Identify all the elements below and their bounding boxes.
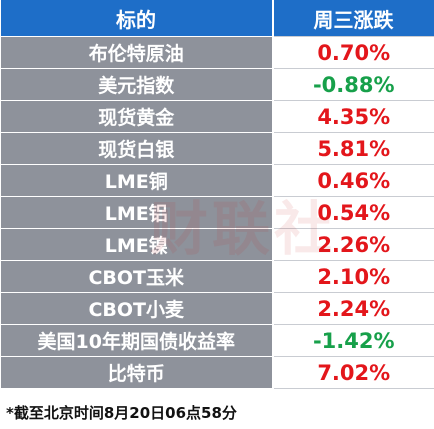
change-cell: 4.35% <box>272 100 434 133</box>
change-cell: 0.54% <box>272 196 434 229</box>
asset-cell: 比特币 <box>0 356 274 389</box>
asset-cell: LME镍 <box>0 228 274 261</box>
asset-cell: 布伦特原油 <box>0 36 274 69</box>
table-row: LME镍 2.26% <box>0 228 434 261</box>
change-cell: -1.42% <box>272 324 434 357</box>
table: 标的 周三涨跌 布伦特原油 0.70% 美元指数 -0.88% 现货黄金 4.35% 现货白… <box>0 0 434 389</box>
asset-cell: 美元指数 <box>0 68 274 101</box>
asset-cell: LME铜 <box>0 164 274 197</box>
change-cell: 5.81% <box>272 132 434 165</box>
table-row: CBOT小麦 2.24% <box>0 292 434 325</box>
change-cell: 2.26% <box>272 228 434 261</box>
asset-cell: LME铝 <box>0 196 274 229</box>
change-cell: 0.46% <box>272 164 434 197</box>
table-row: 比特币 7.02% <box>0 356 434 389</box>
table-row: LME铝 0.54% <box>0 196 434 229</box>
table-body: 布伦特原油 0.70% 美元指数 -0.88% 现货黄金 4.35% 现货白银 5.81% LM… <box>0 36 434 389</box>
table-row: 现货黄金 4.35% <box>0 100 434 133</box>
change-cell: 7.02% <box>272 356 434 389</box>
table-row: 布伦特原油 0.70% <box>0 36 434 69</box>
change-cell: -0.88% <box>272 68 434 101</box>
table-row: 现货白银 5.81% <box>0 132 434 165</box>
asset-cell: CBOT玉米 <box>0 260 274 293</box>
footnote: *截至北京时间8月20日06点58分 <box>6 404 237 422</box>
table-row: CBOT玉米 2.10% <box>0 260 434 293</box>
table-row: LME铜 0.46% <box>0 164 434 197</box>
change-cell: 2.10% <box>272 260 434 293</box>
change-cell: 0.70% <box>272 36 434 69</box>
header-cell: 周三涨跌 <box>272 0 434 37</box>
header-row: 标的 周三涨跌 <box>0 0 434 37</box>
asset-cell: 现货白银 <box>0 132 274 165</box>
table-row: 美元指数 -0.88% <box>0 68 434 101</box>
change-cell: 2.24% <box>272 292 434 325</box>
header-cell: 标的 <box>0 0 274 37</box>
asset-cell: 美国10年期国债收益率 <box>0 324 274 357</box>
table-row: 美国10年期国债收益率 -1.42% <box>0 324 434 357</box>
asset-cell: CBOT小麦 <box>0 292 274 325</box>
asset-cell: 现货黄金 <box>0 100 274 133</box>
